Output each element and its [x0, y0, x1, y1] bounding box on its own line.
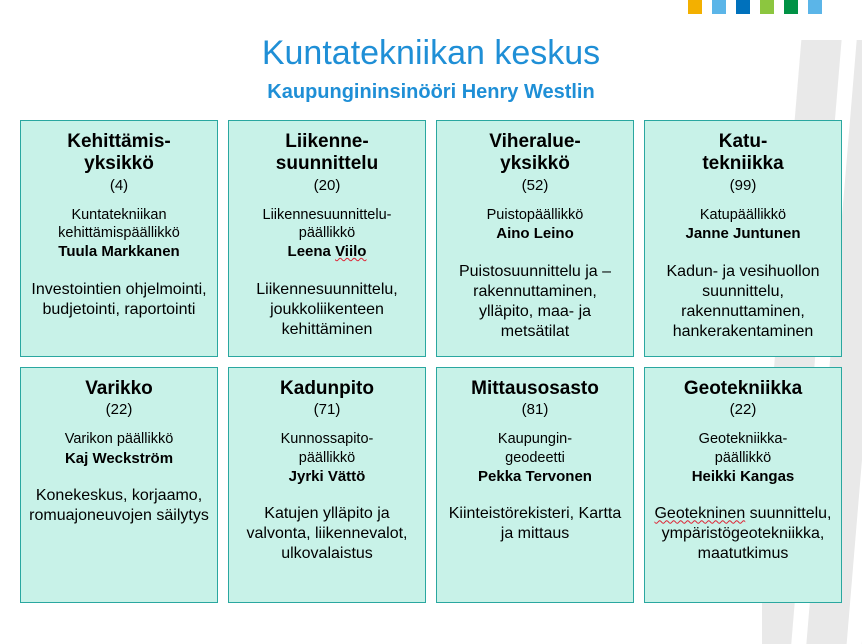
card-count: (99) — [653, 177, 833, 194]
card-title: Liikenne-suunnittelu — [237, 131, 417, 175]
card-count: (22) — [653, 401, 833, 418]
card-person: Janne Juntunen — [653, 225, 833, 244]
card-title: Mittausosasto — [445, 378, 625, 400]
stripe — [712, 0, 726, 14]
stripe — [784, 0, 798, 14]
card-role: Katupäällikkö — [653, 206, 833, 224]
card-role: Kunnossapito-päällikkö — [237, 430, 417, 466]
card-desc: Investointien ohjelmointi, budjetointi, … — [29, 280, 209, 320]
card-title: Kadunpito — [237, 378, 417, 400]
card-role: Varikon päällikkö — [29, 430, 209, 448]
stripe — [688, 0, 702, 14]
org-card: Geotekniikka(22) Geotekniikka-päällikkö He… — [644, 367, 842, 604]
card-count: (4) — [29, 177, 209, 194]
stripe — [808, 0, 822, 14]
card-desc: Puistosuunnittelu ja –rakennuttaminen, y… — [445, 262, 625, 342]
stripe — [760, 0, 774, 14]
card-count: (20) — [237, 177, 417, 194]
card-person: Kaj Weckström — [29, 450, 209, 469]
card-count: (52) — [445, 177, 625, 194]
card-desc: Liikennesuunnittelu, joukkoliikenteen ke… — [237, 280, 417, 340]
page-subtitle: Kaupungininsinööri Henry Westlin — [12, 81, 850, 104]
card-desc: Kadun- ja vesihuollon suunnittelu, raken… — [653, 262, 833, 342]
org-card: Varikko(22) Varikon päällikkö Kaj Weckströ… — [20, 367, 218, 604]
card-role: Kuntatekniikan kehittämispäällikkö — [29, 206, 209, 242]
org-card: Kehittämis-yksikkö (4) Kuntatekniikan kehi… — [20, 120, 218, 357]
card-person: Pekka Tervonen — [445, 468, 625, 487]
card-person: Aino Leino — [445, 225, 625, 244]
card-title: Viheralue-yksikkö — [445, 131, 625, 175]
card-role: Puistopäällikkö — [445, 206, 625, 224]
card-title: Kehittämis-yksikkö — [29, 131, 209, 175]
card-desc: Kiinteistörekisteri, Kartta ja mittaus — [445, 504, 625, 544]
org-card: Mittausosasto(81) Kaupungin-geodeetti Pekk… — [436, 367, 634, 604]
card-title: Geotekniikka — [653, 378, 833, 400]
top-stripes — [688, 0, 822, 14]
card-count: (22) — [29, 401, 209, 418]
page-title: Kuntatekniikan keskus — [12, 34, 850, 73]
card-desc: Katujen ylläpito ja valvonta, liikenneva… — [237, 504, 417, 564]
card-desc: Geotekninen suunnittelu, ympäristögeotek… — [653, 504, 833, 564]
org-card: Viheralue-yksikkö (52) PuistopäällikköAino… — [436, 120, 634, 357]
card-count: (81) — [445, 401, 625, 418]
card-title: Katu-tekniikka — [653, 131, 833, 175]
card-person: Jyrki Vättö — [237, 468, 417, 487]
stripe — [736, 0, 750, 14]
card-role: Liikennesuunnittelu-päällikkö — [237, 206, 417, 242]
card-role: Geotekniikka-päällikkö — [653, 430, 833, 466]
card-role: Kaupungin-geodeetti — [445, 430, 625, 466]
org-card: Katu-tekniikka (99) KatupäällikköJanne Jun… — [644, 120, 842, 357]
card-person: Leena Viilo — [237, 243, 417, 262]
card-person: Tuula Markkanen — [29, 243, 209, 262]
card-title: Varikko — [29, 378, 209, 400]
card-desc: Konekeskus, korjaamo, romuajoneuvojen sä… — [29, 486, 209, 526]
card-count: (71) — [237, 401, 417, 418]
org-card: Liikenne-suunnittelu (20) Liikennesuunnitt… — [228, 120, 426, 357]
org-card: Kadunpito(71) Kunnossapito-päällikkö Jyrki… — [228, 367, 426, 604]
cards-grid: Kehittämis-yksikkö (4) Kuntatekniikan kehi… — [12, 120, 850, 603]
page: Kuntatekniikan keskus Kaupungininsinööri… — [0, 0, 862, 644]
card-person: Heikki Kangas — [653, 468, 833, 487]
